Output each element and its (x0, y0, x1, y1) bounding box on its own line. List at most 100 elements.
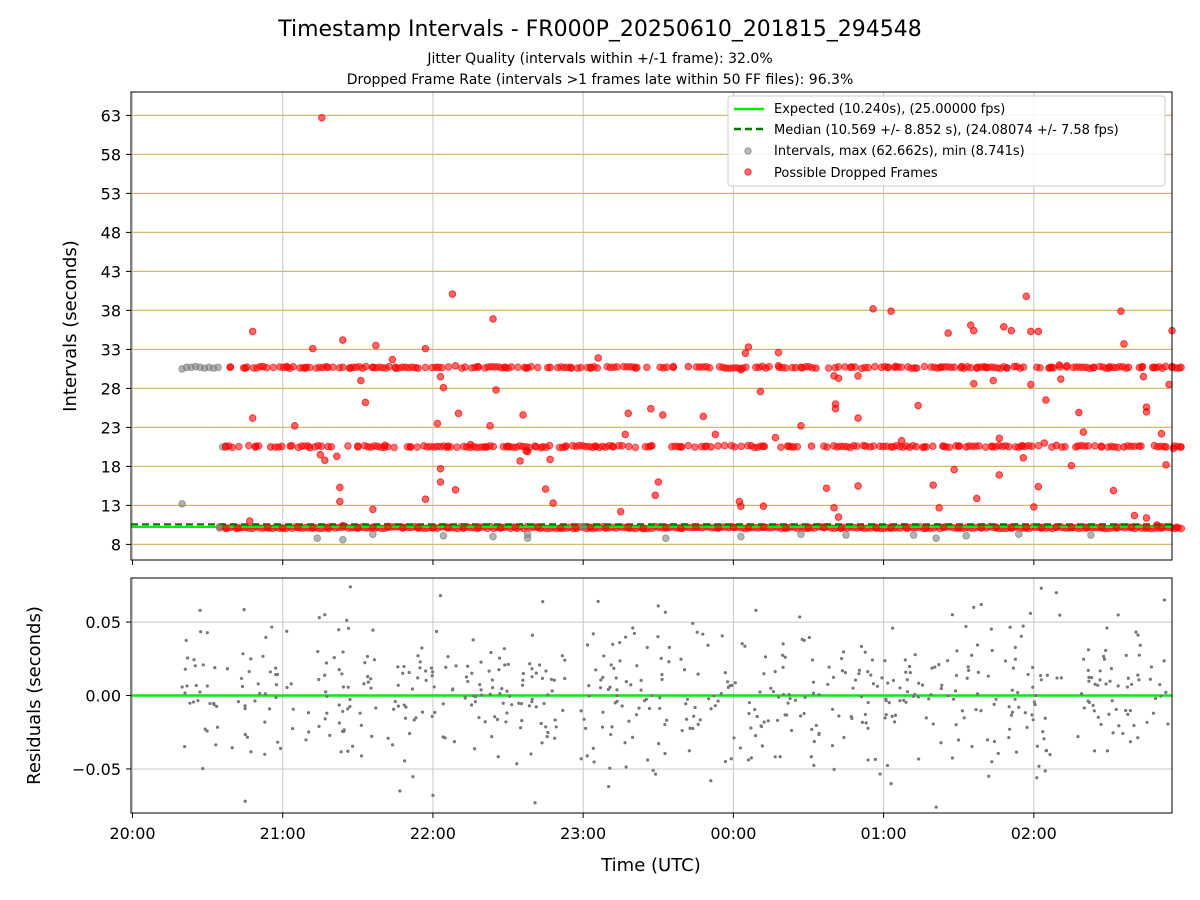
dropped-point-73 (897, 436, 906, 445)
residual-point-479 (637, 706, 641, 710)
residual-point-417 (407, 670, 411, 675)
dropped-point-76 (929, 481, 937, 489)
dropped-point-64 (830, 503, 838, 512)
residual-extreme-point-2 (438, 594, 443, 598)
dropped-point-74 (914, 401, 922, 410)
xtick-label-4: 00:00 (710, 824, 756, 843)
residual-point-605 (831, 675, 836, 679)
residual-point-172 (325, 711, 329, 715)
dropped_band_20-point-66 (545, 441, 554, 450)
xtick-label-2: 22:00 (410, 824, 456, 843)
residual-point-193 (663, 722, 667, 727)
interval-point-19 (579, 523, 587, 532)
residual-point-264 (1121, 731, 1125, 736)
residual-extreme-point-15 (533, 801, 537, 805)
dropped-point-172 (1007, 524, 1016, 532)
dropped-point-90 (1007, 326, 1016, 335)
dropped_band_20-point-148 (975, 442, 983, 450)
residual-point-507 (193, 664, 197, 668)
dropped_band_20-point-3 (235, 442, 243, 451)
dropped-point-227 (305, 443, 314, 452)
residual-point-574 (684, 702, 688, 706)
dropped_band_30-point-127 (864, 363, 873, 372)
residual-point-44 (1093, 682, 1097, 686)
dropped-point-184 (226, 363, 234, 372)
dropped_band_20-point-139 (929, 442, 937, 450)
residual-point-157 (1151, 711, 1156, 715)
residual-point-430 (201, 663, 205, 667)
residual-point-206 (454, 664, 458, 668)
residual-point-182 (544, 669, 548, 673)
residual-point-258 (1105, 626, 1109, 630)
dropped_band_30-point-121 (834, 363, 843, 371)
residual-point-107 (530, 697, 534, 701)
residual-point-500 (450, 688, 455, 692)
residuals-points (180, 585, 1170, 809)
residual-point-220 (802, 711, 806, 716)
residual-point-364 (826, 682, 830, 687)
dropped-point-191 (369, 363, 377, 372)
residual-point-230 (521, 678, 525, 682)
residual-point-164 (408, 731, 412, 736)
residual-point-94 (1030, 713, 1034, 717)
residual-point-445 (840, 669, 845, 673)
residual-point-529 (243, 707, 247, 711)
intervals-x-ticks (132, 560, 1035, 565)
residual-point-464 (937, 663, 941, 667)
residual-point-533 (404, 705, 408, 709)
dropped-point-114 (1142, 403, 1151, 411)
dropped-point-193 (414, 364, 422, 372)
residual-point-363 (540, 676, 545, 680)
residual-point-537 (917, 681, 921, 685)
dropped-point-26 (454, 409, 463, 418)
dropped-point-198 (522, 364, 530, 372)
residual-point-40 (723, 759, 728, 764)
dropped-point-91 (1010, 362, 1019, 371)
residual-point-489 (263, 752, 267, 756)
residual-point-345 (249, 750, 253, 754)
residual-point-397 (679, 657, 683, 661)
dropped-point-28 (489, 315, 497, 323)
residual-point-72 (369, 686, 373, 690)
residual-point-392 (493, 715, 497, 719)
dropped-point-51 (737, 502, 745, 510)
residual-point-338 (432, 685, 436, 689)
residual-point-239 (1132, 723, 1136, 728)
residual-point-160 (760, 744, 764, 748)
residual-point-186 (975, 692, 980, 696)
residual-point-119 (1137, 653, 1141, 657)
dropped-point-130 (293, 523, 302, 532)
residual-point-65 (230, 746, 234, 750)
dropped-point-154 (692, 523, 700, 532)
residual-point-60 (587, 684, 591, 688)
residuals-ytick-label-2: 0.05 (85, 613, 121, 632)
dropped-point-75 (920, 443, 928, 451)
residual-point-542 (743, 644, 747, 648)
residual-point-30 (960, 709, 965, 713)
dropped_band_20-point-17 (317, 442, 326, 450)
residual-point-251 (1166, 722, 1170, 726)
dropped-point-212 (912, 364, 921, 372)
residual-point-511 (939, 686, 943, 691)
residual-point-499 (837, 714, 841, 718)
residual-point-601 (452, 740, 456, 744)
residual-point-313 (691, 726, 695, 731)
dropped-point-7 (320, 456, 329, 464)
residual-point-353 (1007, 735, 1011, 740)
residual-point-195 (510, 703, 514, 707)
residual-point-1 (191, 700, 196, 704)
dropped-point-98 (1034, 482, 1043, 491)
residual-point-132 (927, 697, 931, 701)
residual-point-54 (358, 711, 362, 715)
dropped-point-68 (854, 414, 862, 422)
dropped-point-55 (759, 502, 768, 510)
residual-point-200 (503, 663, 507, 667)
dropped-point-5 (308, 344, 317, 353)
residual-point-381 (1136, 736, 1140, 740)
residual-point-122 (684, 717, 689, 721)
residual-point-525 (860, 720, 864, 725)
residual-point-486 (728, 684, 732, 688)
residual-point-453 (1107, 712, 1111, 716)
dropped-point-89 (999, 322, 1008, 331)
